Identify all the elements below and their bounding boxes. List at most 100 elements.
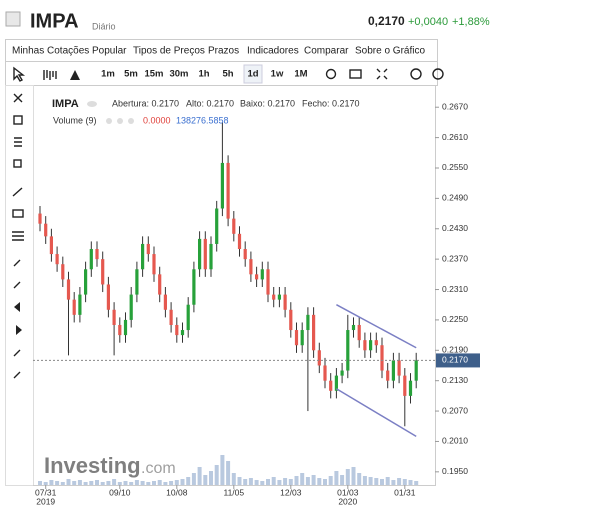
timeframe[interactable]: 15m (144, 69, 163, 80)
volume-bar (140, 481, 145, 485)
candle-body (38, 213, 42, 224)
tool[interactable] (14, 137, 22, 147)
tool[interactable] (13, 115, 23, 125)
timeframe[interactable]: 1h (198, 69, 209, 80)
candle-body (403, 375, 407, 396)
candle-body (89, 249, 93, 270)
timeframe[interactable]: 1w (271, 69, 284, 80)
y-tick-label: 0.2490 (442, 193, 468, 203)
volume-bar (397, 478, 402, 485)
tool[interactable] (13, 349, 21, 379)
volume-bar (95, 480, 99, 485)
candle-body (351, 324, 356, 331)
candle-body (72, 299, 76, 315)
menu-item[interactable]: Tipos de Preços (133, 46, 205, 57)
legend-volume-a: 0.0000 (143, 115, 171, 125)
volume-bar (254, 480, 259, 485)
timeframe[interactable]: 1d (247, 69, 258, 80)
close-icon[interactable] (128, 118, 134, 124)
eye-icon[interactable] (87, 101, 97, 107)
price: 0,2170 (368, 14, 405, 28)
cursor-icon[interactable] (13, 66, 26, 82)
volume-bar (374, 478, 379, 485)
symbol: IMPA (30, 10, 79, 32)
volume-bar (129, 482, 134, 485)
menu-item[interactable]: Comparar (304, 46, 349, 57)
tool[interactable] (14, 302, 22, 335)
volume-bar (83, 482, 88, 485)
candle-body (169, 309, 173, 325)
candles-icon[interactable] (43, 70, 57, 80)
line-tool[interactable] (12, 187, 23, 197)
fib-tool[interactable] (12, 231, 24, 241)
menu-item[interactable]: Prazos (208, 46, 239, 57)
volume-bar (248, 478, 253, 485)
y-tick-label: 0.2250 (442, 314, 468, 324)
candle-body (203, 238, 207, 270)
legend-low: Baixo: 0.2170 (240, 98, 295, 108)
timeframe[interactable]: 1M (294, 69, 307, 80)
volume-bar (220, 455, 225, 485)
y-tick-label: 0.2010 (442, 436, 468, 446)
y-tick-label: 0.2430 (442, 223, 468, 233)
volume-bar (72, 481, 77, 485)
candle-body (226, 162, 230, 219)
eye-icon[interactable] (106, 118, 112, 124)
volume-bar (351, 467, 356, 485)
volume-bar (146, 482, 151, 485)
legend-open: Abertura: 0.2170 (112, 98, 179, 108)
y-tick-label: 0.1950 (442, 466, 468, 476)
menu-item[interactable]: Sobre o Gráfico (355, 46, 425, 57)
menu-item[interactable]: Indicadores (247, 46, 299, 57)
timeframe[interactable]: 5m (124, 69, 138, 80)
x-tick-label: 01/31 (394, 487, 416, 497)
candle-body (300, 330, 304, 346)
settings-icon[interactable] (325, 68, 337, 80)
timeframe[interactable]: 5h (222, 69, 233, 80)
close-tool[interactable] (13, 93, 23, 103)
candle-body (289, 309, 293, 331)
menu-item[interactable]: Popular (92, 46, 127, 57)
y-tick-label: 0.2370 (442, 253, 468, 263)
volume-bar (357, 473, 362, 485)
candle-body (163, 294, 167, 310)
rect-tool[interactable] (12, 209, 24, 218)
tool[interactable] (13, 259, 21, 289)
candle-body (283, 294, 287, 310)
timeframe[interactable]: 30m (169, 69, 188, 80)
legend-volume-b: 138276.5858 (176, 115, 229, 125)
volume-bar (345, 469, 350, 485)
watermark: Investing (44, 453, 141, 478)
menu-item[interactable]: Minhas Cotações (12, 46, 89, 57)
timeframe[interactable]: 1m (101, 69, 115, 80)
candle-body (414, 360, 418, 381)
legend-close: Fecho: 0.2170 (302, 98, 360, 108)
candle-body (186, 304, 190, 331)
candle-body (66, 279, 71, 300)
volume-bar (260, 481, 265, 485)
volume-bar (305, 477, 310, 485)
candle-body (237, 233, 242, 250)
candle-body (294, 330, 299, 346)
tool[interactable] (13, 159, 22, 168)
candle-body (369, 340, 373, 351)
candle-body (346, 330, 350, 371)
fullscreen-icon[interactable] (376, 68, 388, 80)
legend-symbol: IMPA (52, 98, 79, 110)
area-icon[interactable] (70, 70, 80, 80)
last-price-box (436, 353, 480, 368)
camera-icon[interactable] (349, 69, 362, 79)
volume-bar (191, 473, 196, 485)
gear-icon[interactable] (117, 118, 123, 124)
upload-icon[interactable] (432, 68, 444, 80)
plot: 0.2670 0.2610 0.2550 0.2490 0.2430 0.2370 0.23… (33, 101, 480, 506)
candle-body (209, 243, 213, 270)
volume-bar (43, 482, 48, 485)
volume-bar (38, 481, 42, 485)
download-icon[interactable] (410, 68, 422, 80)
trendline (336, 388, 417, 438)
candle-body (95, 249, 99, 260)
candle-body (306, 314, 310, 331)
volume-bar (380, 479, 384, 485)
x-tick-label: 09/10 (109, 487, 131, 497)
